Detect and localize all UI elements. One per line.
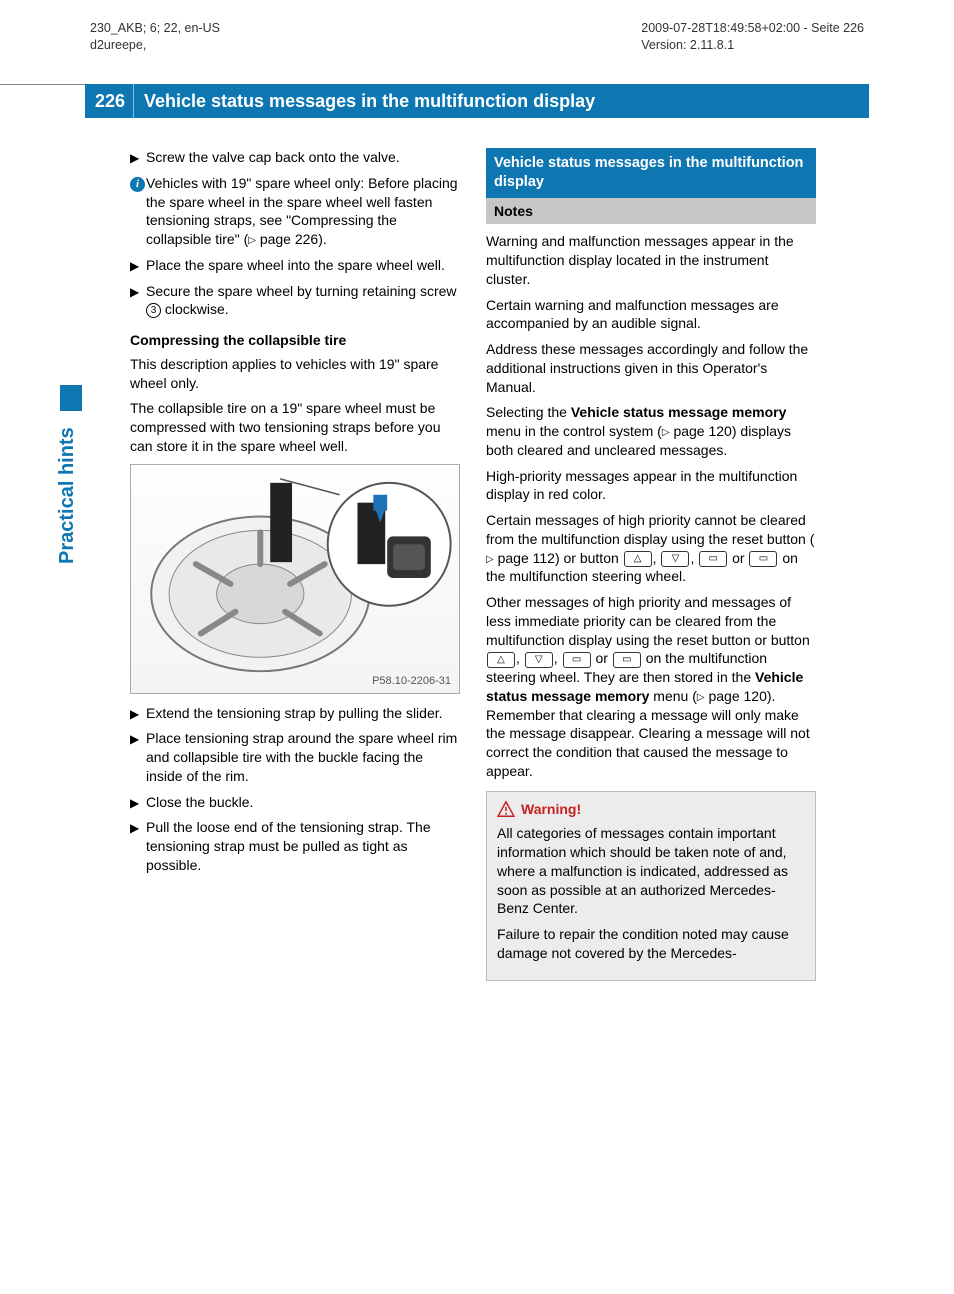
info-text: Vehicles with 19" spare wheel only: Befo… <box>146 174 460 249</box>
step-text: Place tensioning strap around the spare … <box>146 729 460 785</box>
content-area: ▶ Screw the valve cap back onto the valv… <box>130 148 816 981</box>
subheading-compressing: Compressing the collapsible tire <box>130 331 460 350</box>
menu-right-button-icon: ▭ <box>613 652 641 668</box>
chapter-bar: 226 Vehicle status messages in the multi… <box>85 84 869 118</box>
text-span: menu ( <box>649 688 696 704</box>
text-span: Certain messages of high priority cannot… <box>486 512 814 547</box>
figure-tire-strap: P58.10-2206-31 <box>130 464 460 694</box>
menu-left-button-icon: ▭ <box>699 551 727 567</box>
up-button-icon: △ <box>487 652 515 668</box>
step-pull-strap: ▶ Pull the loose end of the tensioning s… <box>130 818 460 874</box>
text-span: menu in the control system ( <box>486 423 662 439</box>
triangle-bullet-icon: ▶ <box>130 256 146 275</box>
info-page-ref: page 226 <box>260 231 318 247</box>
left-column: ▶ Screw the valve cap back onto the valv… <box>130 148 460 981</box>
warning-box: Warning! All categories of messages cont… <box>486 791 816 981</box>
text-span: ) or button <box>555 550 623 566</box>
warning-text: All categories of messages contain impor… <box>497 824 805 918</box>
triangle-bullet-icon: ▶ <box>130 818 146 874</box>
paragraph: High-priority messages appear in the mul… <box>486 467 816 505</box>
down-button-icon: ▽ <box>661 551 689 567</box>
info-note: i Vehicles with 19" spare wheel only: Be… <box>130 174 460 249</box>
paragraph: Other messages of high priority and mess… <box>486 593 816 781</box>
paragraph: Warning and malfunction messages appear … <box>486 232 816 288</box>
doc-meta-header: 230_AKB; 6; 22, en-US d2ureepe, 2009-07-… <box>0 0 954 64</box>
meta-left-2: d2ureepe, <box>90 37 220 54</box>
page-ref-icon: ▷ <box>486 553 494 566</box>
triangle-bullet-icon: ▶ <box>130 704 146 723</box>
page-ref: page 120 <box>708 688 766 704</box>
step-text: Close the buckle. <box>146 793 460 812</box>
paragraph: The collapsible tire on a 19" spare whee… <box>130 399 460 455</box>
triangle-bullet-icon: ▶ <box>130 148 146 167</box>
paragraph: Certain messages of high priority cannot… <box>486 511 816 586</box>
step-text: Place the spare wheel into the spare whe… <box>146 256 460 275</box>
step-text: Extend the tensioning strap by pulling t… <box>146 704 460 723</box>
step-secure-spare: ▶ Secure the spare wheel by turning reta… <box>130 282 460 320</box>
step-place-strap: ▶ Place tensioning strap around the spar… <box>130 729 460 785</box>
info-icon: i <box>130 177 145 192</box>
step-text-b: clockwise. <box>161 301 229 317</box>
down-button-icon: ▽ <box>525 652 553 668</box>
right-column: Vehicle status messages in the multifunc… <box>486 148 816 981</box>
meta-right-1: 2009-07-28T18:49:58+02:00 - Seite 226 <box>641 20 864 37</box>
step-text: Pull the loose end of the tensioning str… <box>146 818 460 874</box>
paragraph: Selecting the Vehicle status message mem… <box>486 403 816 459</box>
callout-number-icon: 3 <box>146 303 161 318</box>
step-text: Screw the valve cap back onto the valve. <box>146 148 460 167</box>
warning-heading: Warning! <box>497 800 805 819</box>
menu-right-button-icon: ▭ <box>749 551 777 567</box>
figure-id: P58.10-2206-31 <box>372 674 451 689</box>
notes-heading: Notes <box>486 198 816 225</box>
paragraph: Certain warning and malfunction messages… <box>486 296 816 334</box>
triangle-bullet-icon: ▶ <box>130 729 146 785</box>
page-ref-icon: ▷ <box>697 691 705 704</box>
chapter-title: Vehicle status messages in the multifunc… <box>134 91 595 112</box>
text-span: Other messages of high priority and mess… <box>486 594 810 648</box>
bold-term: Vehicle status message memory <box>571 404 787 420</box>
page-ref: page 120 <box>673 423 731 439</box>
page-number: 226 <box>85 91 133 112</box>
step-extend-strap: ▶ Extend the tensioning strap by pulling… <box>130 704 460 723</box>
page-ref-icon: ▷ <box>248 234 256 247</box>
paragraph: This description applies to vehicles wit… <box>130 355 460 393</box>
step-place-spare: ▶ Place the spare wheel into the spare w… <box>130 256 460 275</box>
meta-right-2: Version: 2.11.8.1 <box>641 37 864 54</box>
triangle-bullet-icon: ▶ <box>130 793 146 812</box>
warning-label: Warning! <box>521 800 581 819</box>
paragraph: Address these messages accordingly and f… <box>486 340 816 396</box>
side-tab-marker <box>60 385 82 411</box>
triangle-bullet-icon: ▶ <box>130 282 146 320</box>
step-text: Secure the spare wheel by turning retain… <box>146 282 460 320</box>
meta-left-1: 230_AKB; 6; 22, en-US <box>90 20 220 37</box>
up-button-icon: △ <box>624 551 652 567</box>
page-ref: page 112 <box>498 550 555 566</box>
step-screw-valve-cap: ▶ Screw the valve cap back onto the valv… <box>130 148 460 167</box>
menu-left-button-icon: ▭ <box>563 652 591 668</box>
text-span: Selecting the <box>486 404 571 420</box>
warning-triangle-icon <box>497 801 515 817</box>
page-ref-icon: ▷ <box>662 426 670 439</box>
warning-text: Failure to repair the condition noted ma… <box>497 925 805 963</box>
step-text-a: Secure the spare wheel by turning retain… <box>146 283 457 299</box>
section-banner: Vehicle status messages in the multifunc… <box>486 148 816 198</box>
step-close-buckle: ▶ Close the buckle. <box>130 793 460 812</box>
side-tab-label: Practical hints <box>56 427 79 564</box>
info-text-end: ). <box>318 231 327 247</box>
